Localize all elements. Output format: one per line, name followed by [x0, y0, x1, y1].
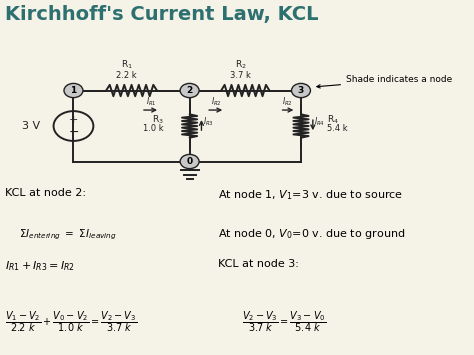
Circle shape — [180, 83, 199, 98]
Text: R$_3$: R$_3$ — [152, 113, 164, 126]
Text: 3.7 k: 3.7 k — [230, 71, 251, 80]
Text: −: − — [68, 126, 79, 139]
Circle shape — [292, 83, 310, 98]
Text: 2.2 k: 2.2 k — [117, 71, 137, 80]
Text: +: + — [69, 115, 78, 125]
Text: 2: 2 — [186, 86, 193, 95]
Text: $I_{R3}$: $I_{R3}$ — [203, 115, 214, 128]
Text: $I_{R1} + I_{R3} = I_{R2}$: $I_{R1} + I_{R3} = I_{R2}$ — [5, 259, 75, 273]
Text: KCL at node 2:: KCL at node 2: — [5, 188, 86, 198]
Circle shape — [64, 83, 83, 98]
Text: R$_1$: R$_1$ — [121, 59, 133, 71]
Text: 0: 0 — [187, 157, 192, 166]
Text: Shade indicates a node: Shade indicates a node — [317, 75, 452, 88]
Text: $\dfrac{V_2 - V_3}{3.7\ k}=\dfrac{V_3 - V_0}{5.4\ k}$: $\dfrac{V_2 - V_3}{3.7\ k}=\dfrac{V_3 - … — [242, 309, 326, 334]
Text: KCL at node 3:: KCL at node 3: — [218, 259, 299, 269]
Text: 1.0 k: 1.0 k — [143, 124, 164, 133]
Text: At node 0, $V_0$=0 v. due to ground: At node 0, $V_0$=0 v. due to ground — [218, 227, 405, 241]
Text: 3 V: 3 V — [22, 121, 40, 131]
Text: R$_2$: R$_2$ — [235, 59, 246, 71]
Circle shape — [180, 154, 199, 169]
Text: R$_4$: R$_4$ — [327, 113, 339, 126]
Text: $I_{R4}$: $I_{R4}$ — [314, 115, 325, 128]
Text: $I_{R2}$: $I_{R2}$ — [282, 96, 293, 108]
Text: 5.4 k: 5.4 k — [327, 124, 348, 133]
Text: $\dfrac{V_1 - V_2}{2.2\ k}+\dfrac{V_0 - V_2}{1.0\ k}=\dfrac{V_2 - V_3}{3.7\ k}$: $\dfrac{V_1 - V_2}{2.2\ k}+\dfrac{V_0 - … — [5, 309, 137, 334]
Text: At node 1, $V_1$=3 v. due to source: At node 1, $V_1$=3 v. due to source — [218, 188, 403, 202]
Text: $\Sigma I_{entering}\ =\ \Sigma I_{leaving}$: $\Sigma I_{entering}\ =\ \Sigma I_{leavi… — [19, 227, 117, 242]
Text: Kirchhoff's Current Law, KCL: Kirchhoff's Current Law, KCL — [5, 5, 318, 24]
Text: $I_{R2}$: $I_{R2}$ — [211, 96, 222, 108]
Text: 1: 1 — [70, 86, 77, 95]
Text: 3: 3 — [298, 86, 304, 95]
Text: $I_{R1}$: $I_{R1}$ — [146, 96, 156, 108]
